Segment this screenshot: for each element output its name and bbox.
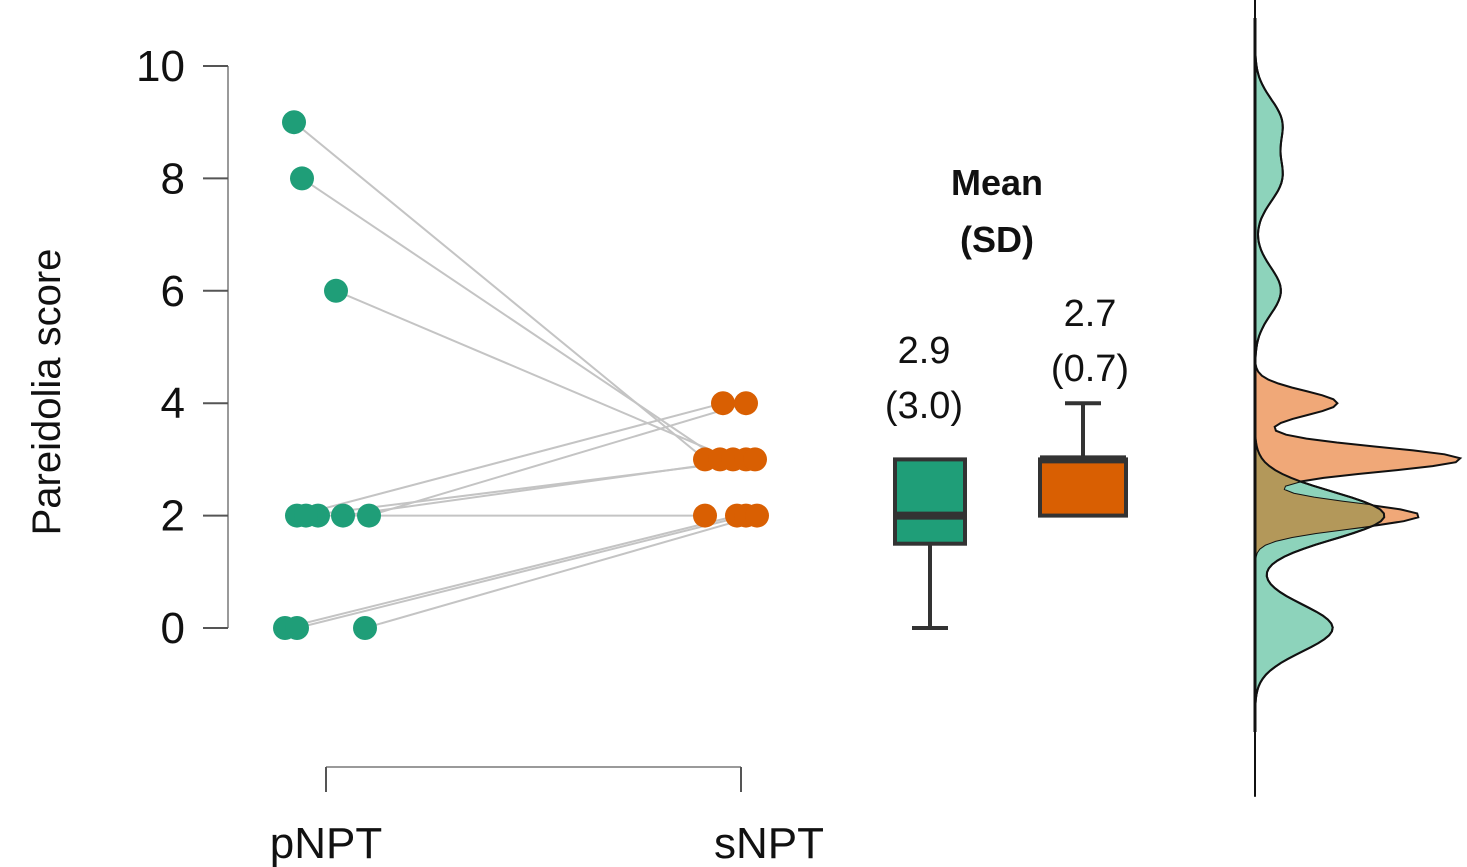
point-pnpt: [290, 166, 314, 191]
point-pnpt: [294, 503, 318, 528]
point-snpt: [734, 391, 758, 416]
summary-title: Mean (SD): [951, 162, 1043, 260]
y-tick-label: 4: [161, 379, 185, 428]
boxplots: [893, 401, 1128, 630]
point-snpt: [745, 503, 769, 528]
summary-title-line-2: (SD): [960, 219, 1034, 260]
data-points: [273, 110, 769, 640]
mean-label-snpt: 2.7: [1064, 293, 1117, 335]
y-axis-title: Pareidolia score: [25, 249, 69, 536]
point-snpt: [743, 447, 767, 472]
point-snpt: [711, 391, 735, 416]
sd-label-pnpt: (3.0): [885, 385, 963, 427]
y-axis-ticks: 0 2 4 6 8 10: [136, 42, 228, 653]
mean-sd-labels: 2.9 (3.0) 2.7 (0.7): [885, 293, 1129, 427]
box-snpt: [1038, 457, 1128, 518]
y-tick-label: 0: [161, 604, 185, 653]
y-tick-label: 6: [161, 267, 185, 316]
y-tick-label: 8: [161, 154, 185, 203]
y-axis: 0 2 4 6 8 10 Pareidolia score: [25, 42, 229, 653]
x-label-pnpt: pNPT: [270, 819, 382, 867]
point-pnpt: [324, 278, 348, 303]
density-outline-pnpt: [1254, 0, 1386, 797]
pair-line: [335, 289, 734, 461]
point-snpt: [693, 503, 717, 528]
pair-line: [296, 402, 724, 517]
x-label-snpt: sNPT: [714, 819, 824, 867]
density-curve-snpt: [1254, 0, 1463, 797]
pair-line: [284, 514, 738, 629]
point-pnpt: [331, 503, 355, 528]
pair-line: [301, 177, 721, 461]
point-pnpt: [285, 616, 309, 640]
point-pnpt: [357, 503, 381, 528]
pair-line: [368, 402, 747, 517]
density-plot: [1253, 0, 1463, 797]
pair-line: [364, 514, 758, 629]
point-pnpt: [282, 110, 306, 135]
point-pnpt: [353, 616, 377, 640]
paired-lines: [284, 121, 758, 629]
pair-line: [296, 514, 747, 629]
mean-label-pnpt: 2.9: [898, 330, 951, 372]
pair-line: [305, 458, 756, 517]
y-tick-label: 2: [161, 492, 185, 541]
y-tick-label: 10: [136, 42, 185, 91]
summary-title-line-1: Mean: [951, 162, 1043, 203]
x-axis: pNPT sNPT: [270, 766, 824, 867]
box-pnpt: [893, 457, 967, 546]
sd-label-snpt: (0.7): [1051, 348, 1129, 390]
